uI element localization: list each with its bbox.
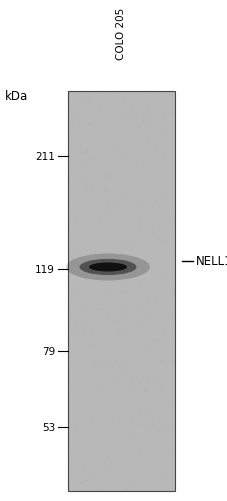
Text: kDa: kDa	[5, 90, 28, 103]
Text: 79: 79	[42, 346, 55, 356]
Bar	[68, 92, 175, 491]
Text: 119: 119	[35, 265, 55, 275]
Text: 53: 53	[42, 422, 55, 432]
Text: NELL1: NELL1	[196, 255, 227, 268]
Ellipse shape	[79, 260, 136, 276]
Text: 211: 211	[35, 152, 55, 162]
Text: COLO 205: COLO 205	[116, 8, 126, 60]
Ellipse shape	[89, 263, 127, 272]
Ellipse shape	[66, 254, 150, 281]
